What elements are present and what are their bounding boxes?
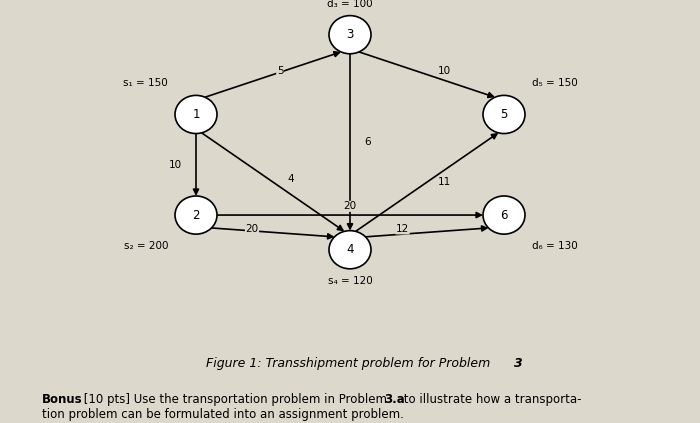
Text: 10: 10 bbox=[169, 160, 181, 170]
Text: d₆ = 130: d₆ = 130 bbox=[532, 241, 578, 251]
Text: 11: 11 bbox=[438, 177, 451, 187]
Text: 20: 20 bbox=[246, 224, 258, 234]
Text: 4: 4 bbox=[346, 243, 354, 256]
Text: s₁ = 150: s₁ = 150 bbox=[123, 78, 168, 88]
Text: 12: 12 bbox=[396, 224, 409, 234]
Text: 1: 1 bbox=[193, 108, 200, 121]
Ellipse shape bbox=[175, 196, 217, 234]
Ellipse shape bbox=[483, 196, 525, 234]
Text: 4: 4 bbox=[287, 173, 294, 184]
Text: 20: 20 bbox=[344, 201, 356, 212]
Text: 6: 6 bbox=[500, 209, 508, 222]
Text: 2: 2 bbox=[193, 209, 200, 222]
Text: 5: 5 bbox=[276, 66, 284, 76]
Text: 3: 3 bbox=[514, 357, 524, 371]
Text: 10: 10 bbox=[438, 66, 451, 76]
Text: s₂ = 200: s₂ = 200 bbox=[123, 241, 168, 251]
Ellipse shape bbox=[329, 16, 371, 54]
Text: d₃ = 100: d₃ = 100 bbox=[327, 0, 373, 9]
Text: tion problem can be formulated into an assignment problem.: tion problem can be formulated into an a… bbox=[42, 408, 404, 421]
Text: 3.a: 3.a bbox=[384, 393, 405, 407]
Ellipse shape bbox=[329, 231, 371, 269]
Text: [10 pts] Use the transportation problem in Problem: [10 pts] Use the transportation problem … bbox=[80, 393, 391, 407]
Text: to illustrate how a transporta-: to illustrate how a transporta- bbox=[400, 393, 582, 407]
Text: Bonus: Bonus bbox=[42, 393, 83, 407]
Text: Figure 1: Transshipment problem for Problem: Figure 1: Transshipment problem for Prob… bbox=[206, 357, 494, 371]
Ellipse shape bbox=[175, 96, 217, 134]
Text: d₅ = 150: d₅ = 150 bbox=[532, 78, 578, 88]
Text: s₄ = 120: s₄ = 120 bbox=[328, 276, 372, 286]
Ellipse shape bbox=[483, 96, 525, 134]
Text: 6: 6 bbox=[364, 137, 371, 147]
Text: 5: 5 bbox=[500, 108, 508, 121]
Text: 3: 3 bbox=[346, 28, 354, 41]
